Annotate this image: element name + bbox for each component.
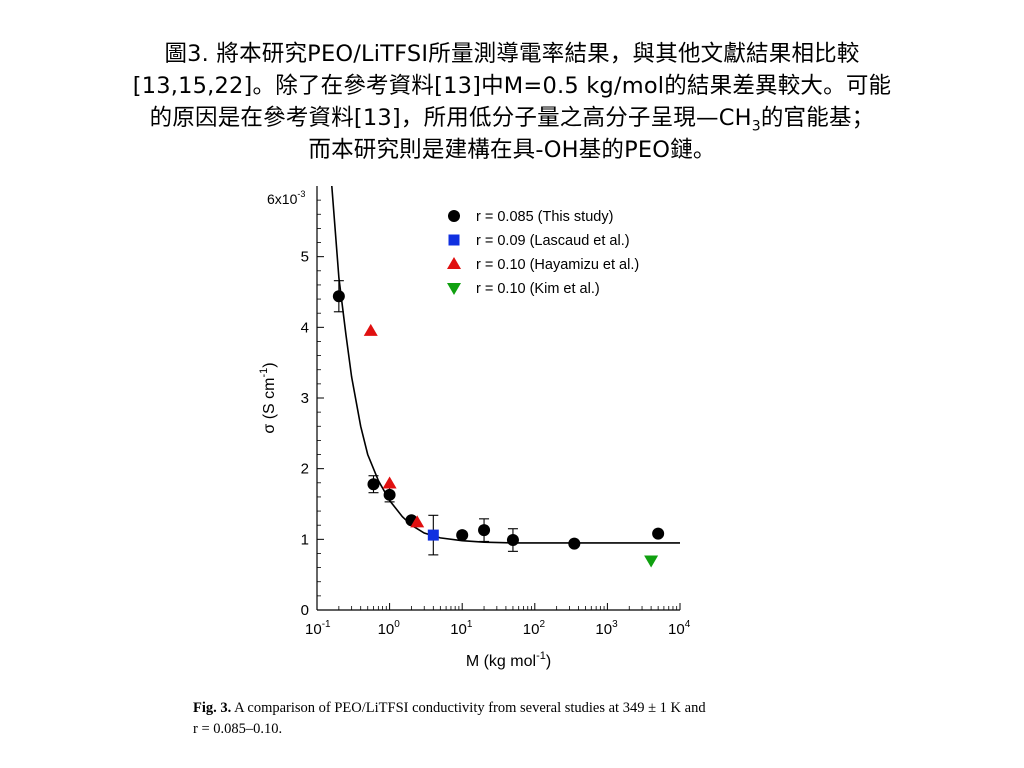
heading-line-3-subscript: 3 [751,118,761,135]
x-tick-label: 103 [595,619,618,638]
caption-line-2: r = 0.085–0.10. [193,721,283,737]
caption-line-1: Fig. 3. A comparison of PEO/LiTFSI condu… [193,698,793,719]
x-axis-title: M (kg mol-1) [466,650,551,670]
figure-caption: Fig. 3. A comparison of PEO/LiTFSI condu… [193,698,793,740]
caption-text: A comparison of PEO/LiTFSI conductivity … [234,700,706,716]
heading-line-2: [13,15,22]。除了在參考資料[13]中M=0.5 kg/mol的結果差異… [132,73,892,99]
heading-line-1: 圖3. 將本研究PEO/LiTFSI所量測導電率結果，與其他文獻結果相比較 [164,41,860,67]
legend-marker [447,283,461,295]
legend-marker [448,210,460,222]
legend-marker [448,234,460,246]
y-tick-label: 1 [301,531,309,548]
heading-line-3-end: 的官能基； [760,105,875,131]
x-tick-label: 101 [450,619,473,638]
data-point [506,534,519,547]
legend-label: r = 0.10 (Kim et al.) [476,281,600,297]
legend-label: r = 0.085 (This study) [476,209,613,225]
data-point [427,529,439,541]
data-point [644,555,659,568]
y-tick-label: 2 [301,461,309,478]
y-tick-label: 5 [301,249,309,266]
x-tick-label: 100 [378,619,401,638]
heading-line-3: 的原因是在參考資料[13]，所用低分子量之高分子呈現—CH3的官能基； [40,102,984,134]
x-tick-label: 10-1 [305,619,331,638]
data-point [383,488,396,501]
caption-label: Fig. 3. [193,700,232,716]
data-point [382,476,397,489]
data-point [363,323,378,336]
slide-heading: 圖3. 將本研究PEO/LiTFSI所量測導電率結果，與其他文獻結果相比較 [1… [40,38,984,166]
data-point [367,478,380,491]
data-point [332,290,345,303]
y-multiplier-label: 6x10-3 [267,189,305,207]
data-point [478,524,491,537]
x-tick-label: 104 [668,619,691,638]
legend-label: r = 0.10 (Hayamizu et al.) [476,257,639,273]
conductivity-chart: 0 1 2 3 4 5 6x10-3 10-1 100 101 102 103 104 M (kg mol… [258,185,691,670]
legend-marker [447,257,461,269]
heading-line-3-text: 的原因是在參考資料[13]，所用低分子量之高分子呈現—CH [149,105,752,131]
y-axis-title: σ (S cm-1) [258,362,278,433]
data-point [410,515,425,528]
y-tick-label: 4 [301,319,309,336]
y-tick-label: 3 [301,390,309,407]
data-point [652,527,665,540]
data-point [456,529,469,542]
data-point [568,537,581,550]
legend-label: r = 0.09 (Lascaud et al.) [476,233,630,249]
heading-line-4: 而本研究則是建構在具-OH基的PEO鏈。 [308,137,716,163]
x-tick-label: 102 [523,619,546,638]
y-tick-label: 0 [301,602,309,619]
